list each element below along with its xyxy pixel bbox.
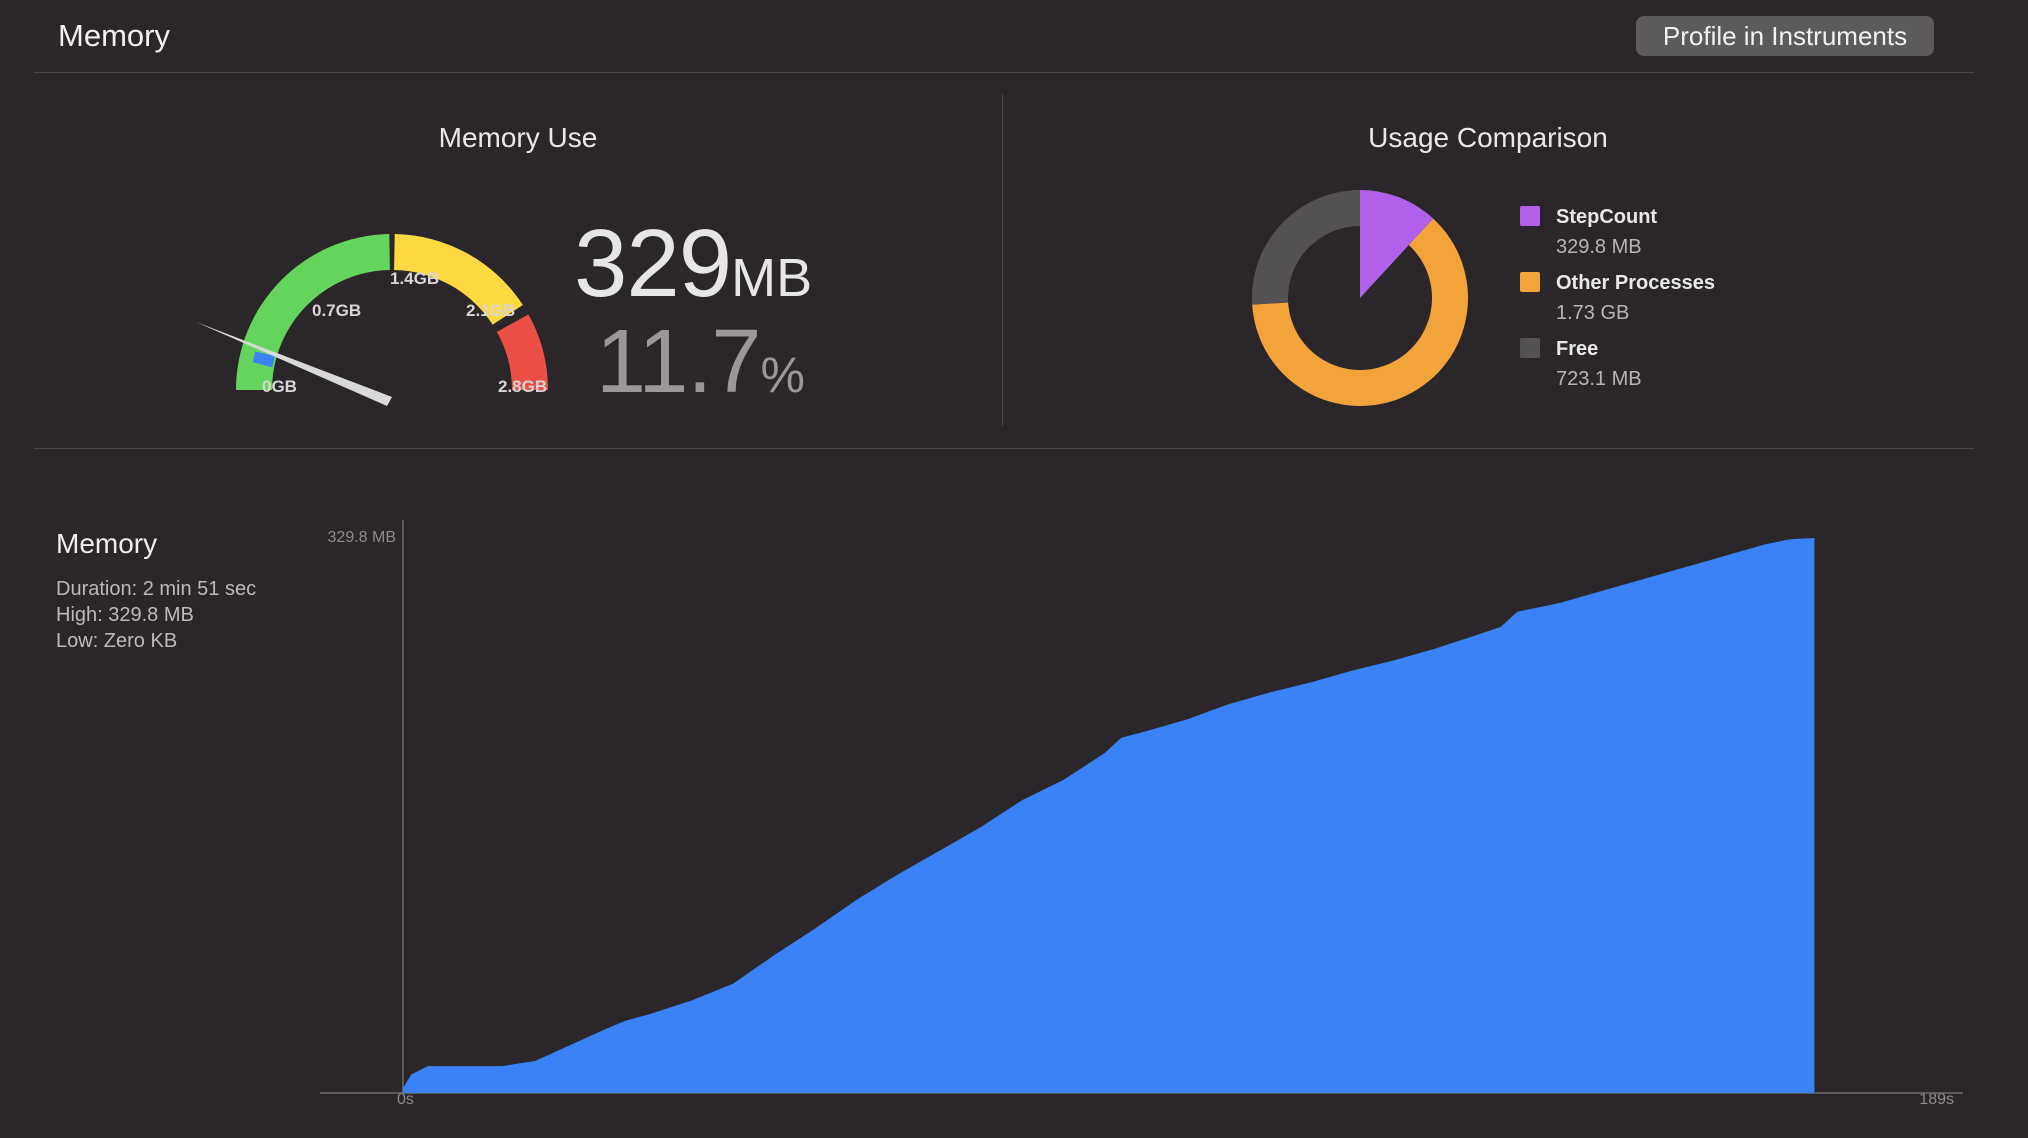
- legend-name: StepCount: [1556, 206, 1658, 228]
- legend-value: 723.1 MB: [1556, 368, 1642, 390]
- legend-swatch: [1520, 338, 1540, 358]
- memory-percent-number: 11.7: [596, 312, 761, 412]
- page-title: Memory: [58, 18, 170, 53]
- gauge-label: 0.7GB: [312, 301, 361, 320]
- gauge-usage-marker: [252, 351, 275, 368]
- gauge-green-band: [236, 234, 390, 390]
- gauge-needle: [196, 322, 392, 406]
- legend-swatch: [1520, 206, 1540, 226]
- gauge-red-band: [496, 314, 548, 390]
- high-stat: High: 329.8 MB: [56, 604, 194, 626]
- legend-value: 1.73 GB: [1556, 302, 1630, 324]
- gauge-label: 0GB: [262, 377, 297, 396]
- memory-percent-unit: %: [760, 347, 805, 403]
- memory-gauge: 0GB 0.7GB 1.4GB 2.1GB 2.8GB: [196, 234, 548, 406]
- low-stat: Low: Zero KB: [56, 630, 178, 652]
- x-axis-min-label: 0s: [397, 1091, 414, 1108]
- memory-area-series: [403, 538, 1815, 1093]
- gauge-label: 2.1GB: [466, 301, 515, 320]
- x-axis-max-label: 189s: [1919, 1091, 1954, 1108]
- legend-name: Other Processes: [1556, 272, 1715, 294]
- memory-use-title: Memory Use: [438, 122, 598, 153]
- legend-value: 329.8 MB: [1556, 236, 1642, 258]
- donut-slice-free: [1252, 190, 1360, 305]
- usage-comparison-title: Usage Comparison: [1368, 122, 1608, 153]
- gauge-label: 2.8GB: [498, 377, 547, 396]
- memory-value-number: 329: [574, 210, 732, 317]
- legend-name: Free: [1556, 338, 1599, 360]
- usage-donut-chart: [1252, 190, 1468, 407]
- duration-stat: Duration: 2 min 51 sec: [56, 578, 257, 600]
- memory-value-unit: MB: [731, 248, 813, 308]
- memory-percent: 11.7%: [596, 314, 896, 410]
- memory-chart-title: Memory: [56, 528, 158, 559]
- middle-divider: [34, 448, 1974, 449]
- section-divider: [1002, 94, 1003, 426]
- gauge-yellow-band: [394, 234, 523, 325]
- header-divider: [34, 72, 1974, 73]
- profile-in-instruments-button[interactable]: Profile in Instruments: [1636, 16, 1934, 56]
- donut-slice-stepcount: [1360, 190, 1434, 298]
- y-axis-max-label: 329.8 MB: [327, 529, 396, 546]
- memory-use-value: 329MB: [574, 214, 874, 314]
- legend-swatch: [1520, 272, 1540, 292]
- donut-slice-other-processes: [1252, 218, 1468, 407]
- gauge-label: 1.4GB: [390, 269, 439, 288]
